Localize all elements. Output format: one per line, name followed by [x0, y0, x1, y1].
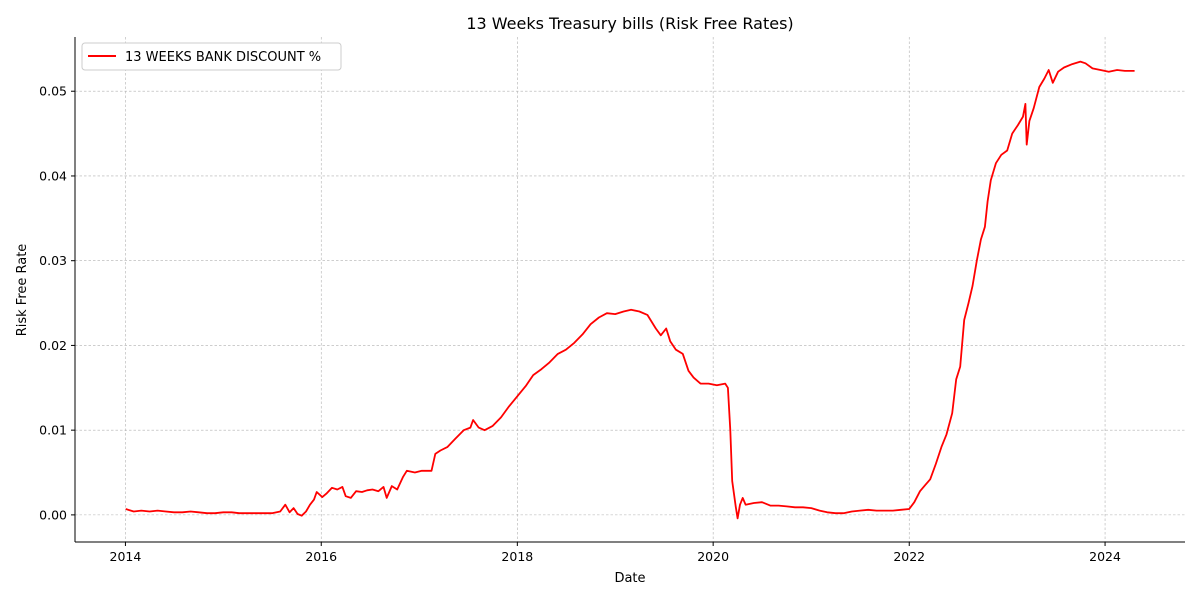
legend-box	[81, 42, 342, 71]
y-tick-label: 0.00	[39, 507, 67, 522]
y-axis-ticks: 0.00 0.01 0.02 0.03 0.04 0.05	[39, 84, 75, 522]
grid	[75, 37, 1185, 542]
x-axis-title: Date	[614, 571, 645, 586]
x-tick-label: 2014	[110, 549, 142, 564]
y-tick-label: 0.02	[39, 338, 67, 353]
x-tick-label: 2024	[1089, 549, 1121, 564]
series-line	[125, 60, 1135, 520]
x-tick-label: 2018	[501, 549, 533, 564]
y-tick-label: 0.01	[39, 423, 67, 438]
y-tick-label: 0.04	[39, 168, 67, 183]
x-tick-label: 2016	[305, 549, 337, 564]
x-axis-ticks: 2014 2016 2018 2020 2022 2024	[110, 542, 1121, 564]
x-tick-label: 2022	[893, 549, 925, 564]
x-tick-label: 2020	[697, 549, 729, 564]
y-tick-label: 0.03	[39, 253, 67, 268]
legend: 13 WEEKS BANK DISCOUNT %	[81, 42, 342, 71]
series-layer	[125, 60, 1135, 520]
y-tick-label: 0.05	[39, 84, 67, 99]
chart-title: 13 Weeks Treasury bills (Risk Free Rates…	[466, 14, 793, 33]
axes	[74, 37, 1185, 543]
y-axis-title: Risk Free Rate	[15, 244, 30, 337]
legend-label: 13 WEEKS BANK DISCOUNT %	[125, 50, 321, 65]
